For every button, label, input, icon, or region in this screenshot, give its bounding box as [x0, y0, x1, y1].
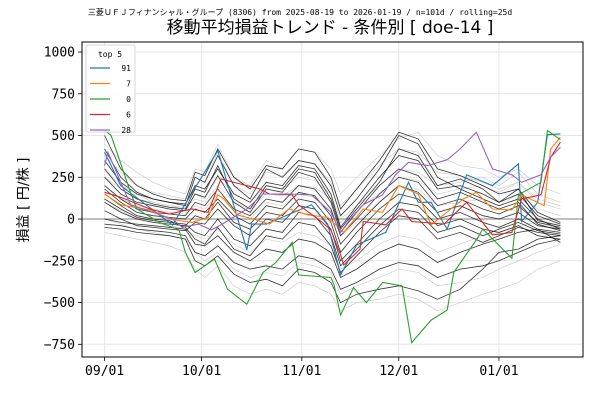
background-line-gray	[104, 185, 561, 237]
background-line-gray	[104, 176, 561, 223]
chart-title: 移動平均損益トレンド - 条件別 [ doe-14 ]	[167, 18, 494, 38]
y-tick-label: −500	[44, 296, 75, 311]
y-tick-label: 1000	[44, 46, 75, 61]
background-line-black	[104, 185, 561, 245]
legend: top 5 91 7 0 6 28	[85, 44, 136, 135]
background-line-gray	[104, 232, 561, 312]
series-line-0	[104, 129, 561, 344]
chart-subtitle: 三菱ＵＦＪフィナンシャル・グループ (8306) from 2025-08-19…	[88, 7, 513, 17]
y-tick-label: 500	[52, 129, 75, 144]
plot-frame	[81, 41, 584, 358]
background-line-black	[104, 223, 561, 290]
background-line-black	[104, 193, 561, 274]
series-line-91	[104, 133, 561, 277]
legend-label: 6	[126, 111, 131, 120]
background-line-black	[104, 227, 561, 304]
background-line-gray	[104, 131, 561, 195]
top-series	[104, 129, 561, 344]
background-line-black	[104, 155, 561, 229]
x-tick-label: 01/01	[479, 364, 518, 379]
y-tick-label: 750	[52, 87, 75, 102]
background-line-black	[104, 168, 561, 234]
series-line-28	[104, 131, 561, 234]
x-axis: 09/01 10/01 11/01 12/01 01/01	[85, 357, 519, 379]
y-tick-label: 0	[67, 213, 75, 228]
background-line-gray	[104, 168, 561, 220]
x-tick-label: 10/01	[182, 364, 221, 379]
y-tick-label: 250	[52, 171, 75, 186]
x-tick-label: 12/01	[379, 364, 418, 379]
background-line-gray	[104, 202, 561, 270]
background-line-black	[104, 176, 561, 237]
legend-label: 7	[126, 80, 131, 89]
series-line-6	[104, 141, 561, 267]
background-line-black	[104, 148, 561, 230]
background-black-lines	[104, 131, 561, 304]
legend-label: 28	[121, 126, 131, 135]
legend-title: top 5	[98, 50, 122, 59]
series-line-7	[104, 136, 561, 234]
x-tick-label: 11/01	[282, 364, 321, 379]
legend-label: 0	[126, 95, 131, 104]
y-axis: 1000 750 500 250 0 −250 −500 −750	[44, 46, 82, 353]
legend-label: 91	[121, 64, 131, 73]
x-tick-label: 09/01	[85, 364, 124, 379]
y-tick-label: −750	[44, 338, 75, 353]
background-line-black	[104, 131, 561, 223]
legend-box	[85, 44, 136, 133]
background-line-black	[104, 134, 561, 230]
y-tick-label: −250	[44, 254, 75, 269]
background-line-black	[104, 193, 561, 254]
background-line-black	[104, 218, 561, 279]
y-axis-label: 損益 [ 円/株 ]	[16, 158, 32, 243]
